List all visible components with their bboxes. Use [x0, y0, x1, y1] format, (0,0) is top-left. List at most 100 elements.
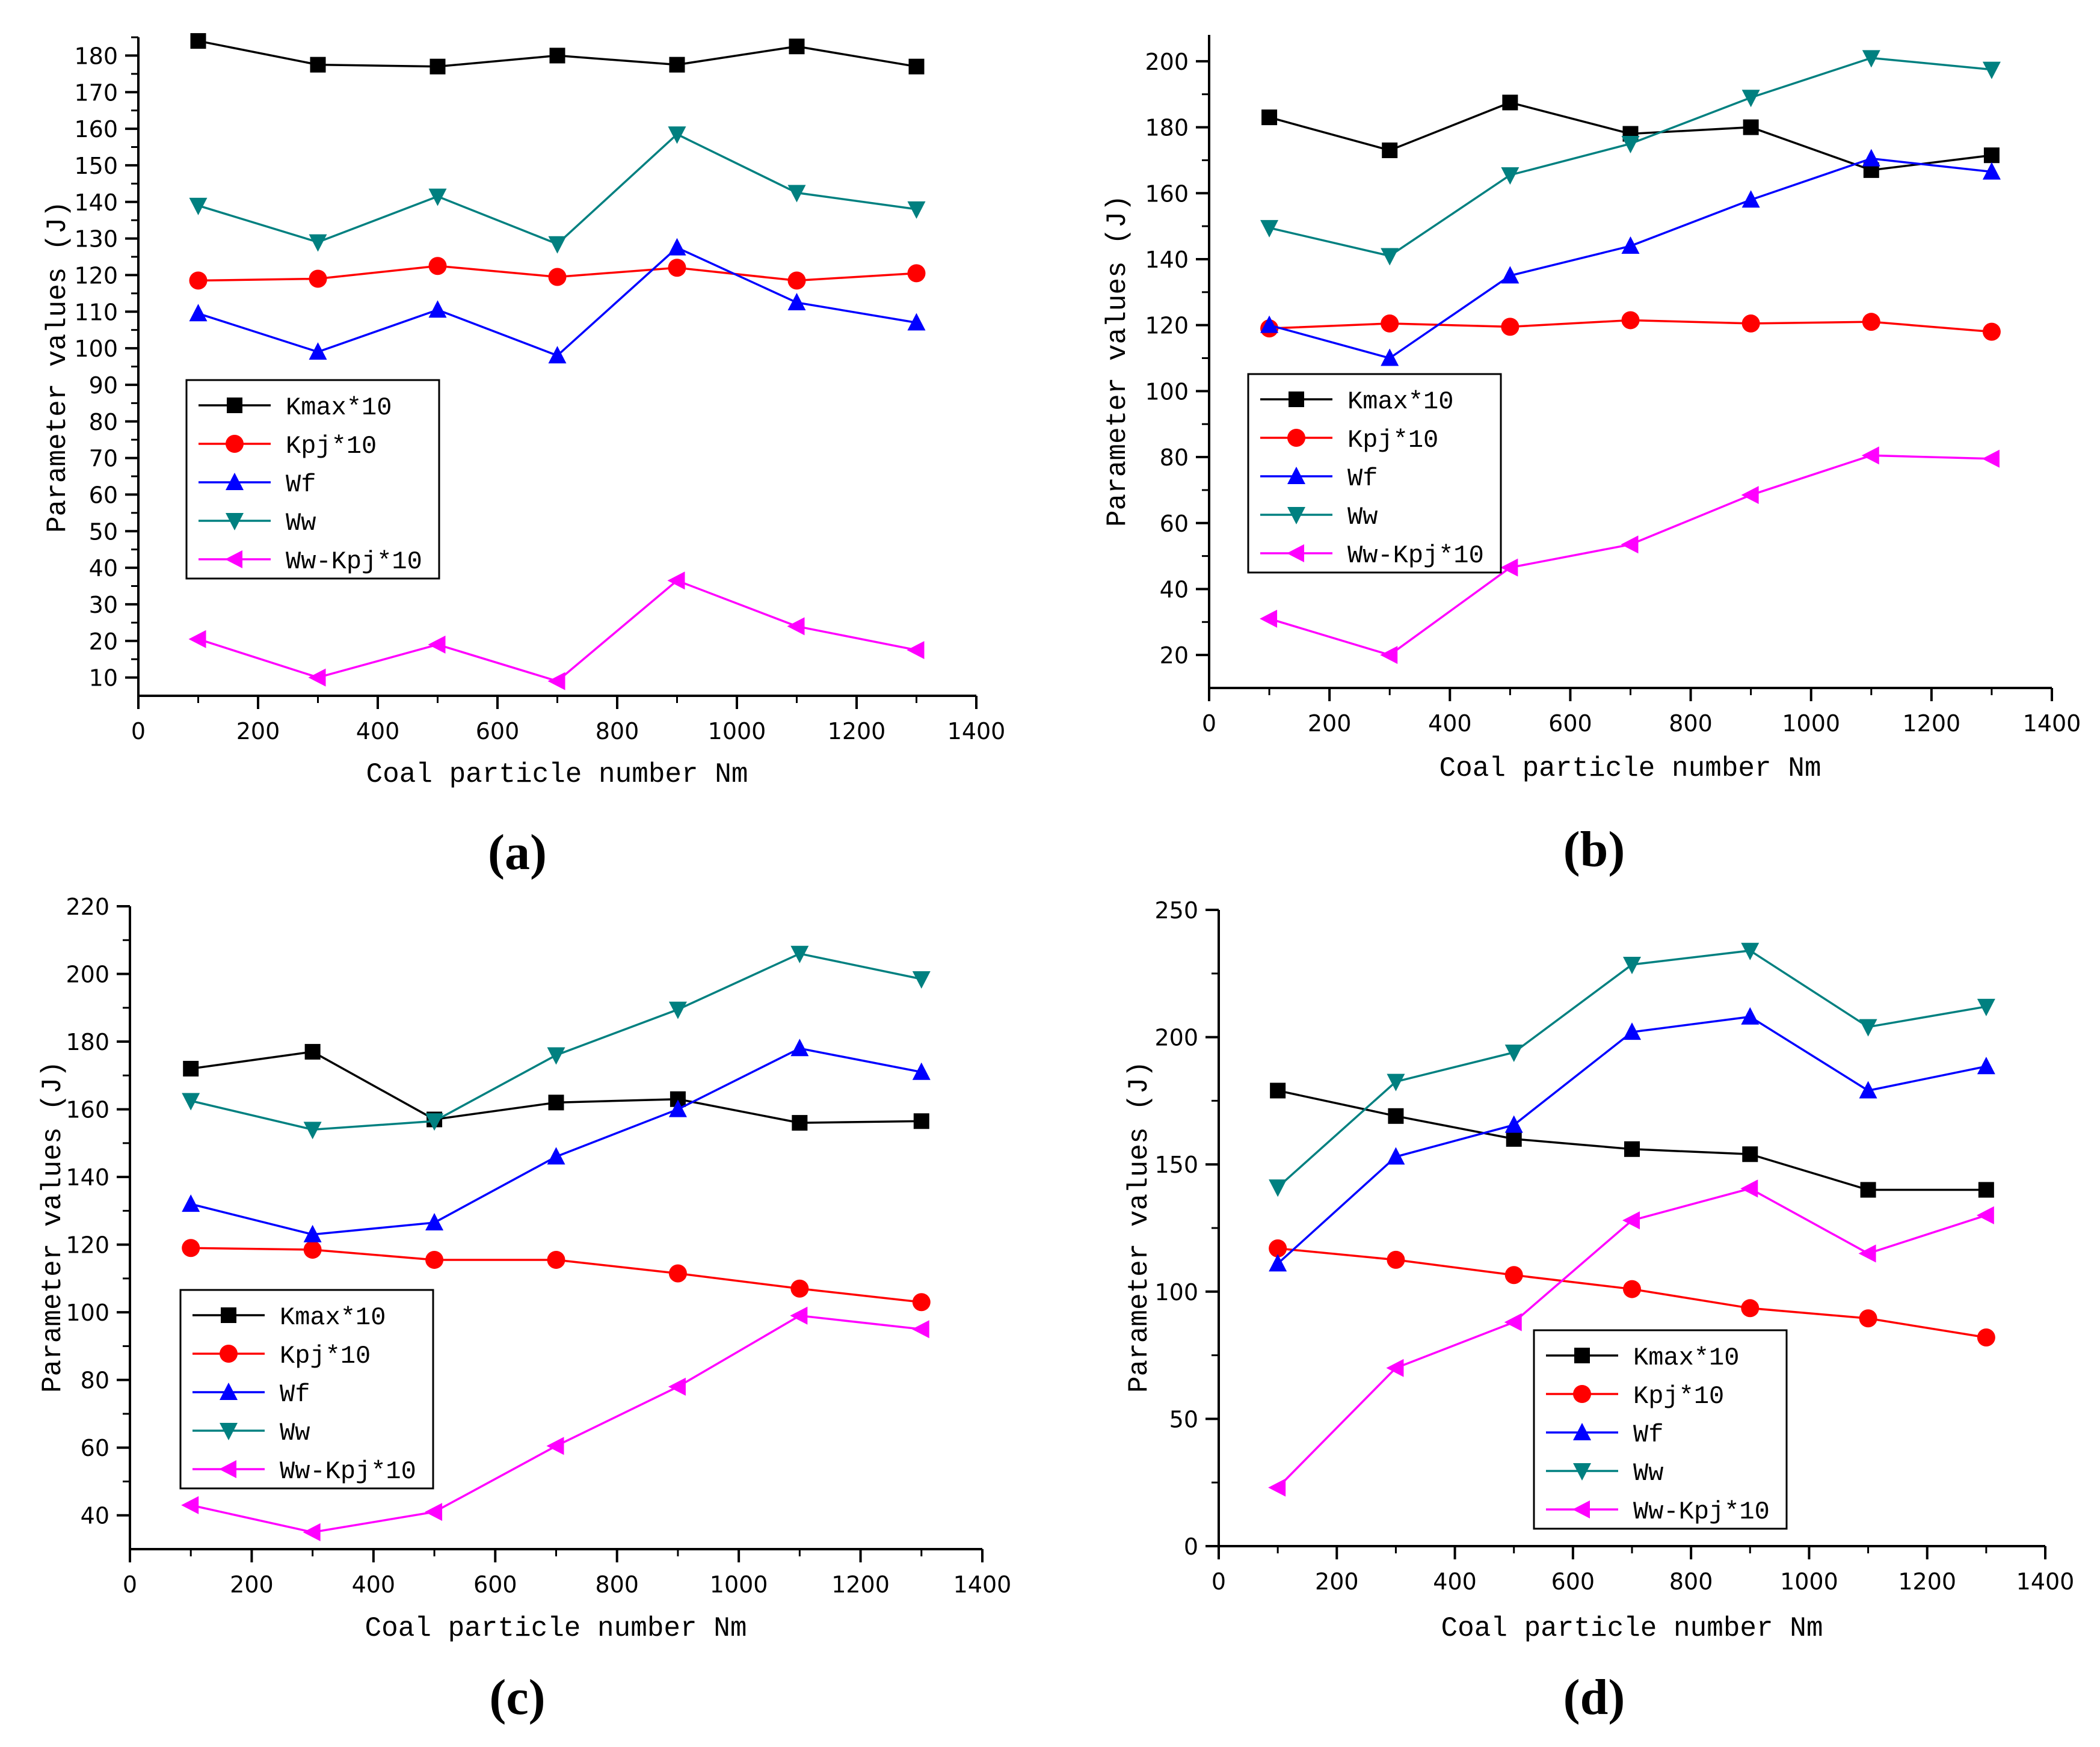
legend-label: Wf: [1347, 464, 1378, 493]
data-point: [1387, 1147, 1405, 1165]
series-line: [197, 246, 917, 357]
x-tick-label: 1000: [710, 1571, 768, 1598]
series-Ww: [1269, 942, 1995, 1197]
x-tick-label: 400: [356, 718, 400, 745]
x-tick-label: 1400: [947, 718, 1006, 745]
data-point: [1623, 1022, 1641, 1040]
y-tick-label: 40: [81, 1503, 109, 1529]
x-tick-label: 200: [1308, 710, 1352, 737]
data-point: [1741, 486, 1759, 505]
data-point: [908, 58, 925, 75]
legend-label: Kmax*10: [280, 1303, 386, 1332]
data-point: [1862, 149, 1880, 167]
data-point: [1621, 535, 1639, 554]
legend-label: Ww: [286, 509, 316, 538]
data-point: [1268, 1478, 1286, 1497]
y-tick-label: 30: [89, 592, 118, 618]
legend-label: Wf: [1633, 1420, 1663, 1449]
data-point: [1977, 998, 1995, 1016]
data-point: [1741, 190, 1760, 208]
data-point: [1387, 1250, 1405, 1269]
y-tick-label: 200: [1145, 49, 1189, 75]
y-tick-label: 200: [1154, 1025, 1198, 1051]
y-tick-label: 150: [74, 153, 118, 179]
data-point: [428, 257, 447, 275]
x-tick-label: 1400: [2023, 710, 2081, 737]
data-point: [548, 268, 567, 286]
y-tick-label: 50: [1169, 1406, 1198, 1432]
data-point: [792, 1115, 808, 1131]
legend: Kmax*10 Kpj*10 Wf Ww Ww-Kpj*10: [179, 1289, 434, 1490]
x-tick-label: 800: [1669, 1568, 1713, 1595]
data-point: [425, 1113, 444, 1131]
y-tick-label: 180: [1145, 115, 1189, 141]
data-point: [1269, 1179, 1287, 1197]
data-point: [189, 271, 208, 290]
data-point: [1387, 1073, 1405, 1091]
y-tick-label: 20: [1160, 642, 1189, 669]
data-point: [1977, 1328, 1995, 1346]
y-tick-label: 140: [66, 1164, 109, 1191]
data-point: [548, 1095, 564, 1111]
x-tick-label: 600: [476, 718, 520, 745]
x-tick-label: 1000: [1782, 710, 1840, 737]
legend-marker: [1287, 507, 1305, 524]
series-Ww-Kpj*10: [181, 1306, 929, 1541]
y-tick-label: 140: [74, 189, 118, 216]
data-point: [907, 640, 925, 659]
chart-panel-a: 0 200 400 600 800 1000 1200 1400 10 20 30 40 50 60 70 8…: [42, 33, 1005, 880]
data-point: [1859, 1081, 1877, 1099]
x-tick-label: 800: [596, 718, 639, 745]
series-line: [1269, 57, 1992, 257]
series-Kmax*10: [1261, 94, 2000, 178]
data-point: [1741, 1299, 1760, 1318]
y-axis-label: Parameter values (J): [42, 201, 73, 533]
legend-marker: [1287, 544, 1304, 562]
y-tick-label: 250: [1154, 897, 1198, 924]
data-point: [546, 1437, 564, 1455]
data-point: [548, 346, 567, 364]
legend-marker: [221, 1307, 236, 1323]
y-tick-label: 80: [81, 1368, 109, 1394]
series-Wf: [1260, 149, 2001, 366]
y-tick-label: 20: [89, 628, 118, 655]
x-tick-label: 400: [1433, 1568, 1477, 1595]
data-point: [1501, 266, 1520, 284]
data-point: [430, 58, 446, 75]
x-tick-label: 200: [230, 1571, 274, 1598]
data-point: [1741, 942, 1760, 960]
data-point: [1983, 147, 2000, 164]
series-line: [190, 1047, 922, 1236]
data-point: [549, 48, 565, 64]
data-point: [668, 238, 686, 256]
x-tick-label: 0: [1212, 1568, 1226, 1595]
data-point: [1621, 311, 1640, 330]
y-tick-label: 60: [89, 482, 118, 508]
data-point: [428, 188, 447, 206]
data-point: [1500, 558, 1518, 577]
legend: Kmax*10 Kpj*10 Wf Ww Ww-Kpj*10: [1247, 373, 1502, 574]
legend: Kmax*10 Kpj*10 Wf Ww Ww-Kpj*10: [185, 379, 440, 580]
data-point: [1621, 236, 1640, 254]
legend-marker: [1573, 1423, 1591, 1440]
legend-marker: [220, 1345, 238, 1363]
chart-panel-b: 0 200 400 600 800 1000 1200 1400 20 40 60 80 100 120 1…: [1102, 35, 2081, 877]
y-tick-label: 180: [74, 43, 118, 69]
data-point: [1501, 318, 1520, 336]
y-tick-label: 200: [66, 962, 109, 988]
data-point: [1862, 50, 1880, 68]
data-point: [1622, 1211, 1640, 1230]
series-Ww-Kpj*10: [188, 571, 925, 690]
data-point: [181, 1496, 199, 1514]
data-point: [310, 57, 326, 73]
data-point: [787, 617, 805, 636]
data-point: [1741, 1007, 1760, 1025]
data-point: [1859, 1019, 1877, 1037]
x-tick-label: 0: [1202, 710, 1216, 737]
data-point: [1982, 322, 2001, 341]
y-tick-label: 40: [89, 555, 118, 582]
x-tick-label: 800: [1669, 710, 1713, 737]
legend-label: Ww-Kpj*10: [1633, 1497, 1770, 1526]
data-point: [188, 630, 206, 648]
data-point: [190, 33, 206, 49]
